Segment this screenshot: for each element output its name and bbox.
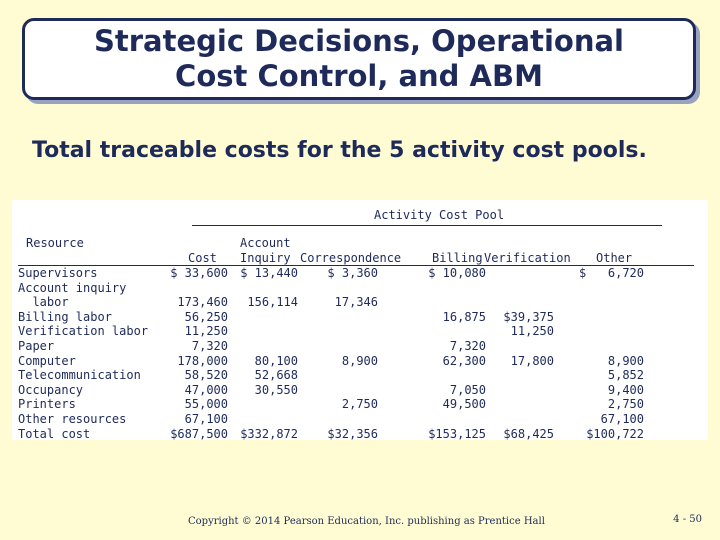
cell-other: $ 6,720 xyxy=(578,266,644,280)
cell-inquiry: 52,668 xyxy=(254,368,298,383)
cell-inquiry: 30,550 xyxy=(254,382,298,397)
resource-header: Resource xyxy=(26,236,84,250)
cell-other: 8,900 xyxy=(607,353,644,368)
account-header-top: Account xyxy=(240,236,291,250)
cell-correspondence: 17,346 xyxy=(334,295,378,310)
row-label: Occupancy xyxy=(18,382,84,397)
cell-cost: $687,500 xyxy=(170,426,228,441)
col-header-correspondence: Correspondence xyxy=(300,251,402,265)
col-header-inquiry: Inquiry xyxy=(240,251,291,265)
col-header-verification: Verification xyxy=(484,251,571,265)
cell-verification: 17,800 xyxy=(510,353,554,368)
cell-cost: 7,320 xyxy=(191,339,228,353)
cell-inquiry: $ 13,440 xyxy=(240,266,298,280)
title-line-2: Cost Control, and ABM xyxy=(175,59,543,93)
cell-billing: 49,500 xyxy=(442,397,486,412)
cell-cost: 56,250 xyxy=(184,309,228,324)
cost-table: Activity Cost Pool Resource Account Cost… xyxy=(12,200,708,441)
row-label: Billing labor xyxy=(18,309,112,324)
cell-other: 5,852 xyxy=(607,368,644,383)
cell-other: 2,750 xyxy=(607,397,644,412)
cell-verification: $39,375 xyxy=(503,309,554,324)
cell-cost: 58,520 xyxy=(184,368,228,383)
cell-billing: 7,050 xyxy=(449,382,486,397)
row-label: Other resources xyxy=(18,412,127,426)
cell-inquiry: 80,100 xyxy=(254,353,298,368)
col-header-cost: Cost xyxy=(188,251,217,265)
cell-inquiry: 156,114 xyxy=(247,295,298,310)
cell-correspondence: 2,750 xyxy=(341,397,378,412)
group-header-rule xyxy=(192,225,662,226)
col-header-other: Other xyxy=(596,251,633,265)
cell-cost: 55,000 xyxy=(184,397,228,412)
row-label: Computer xyxy=(18,353,76,368)
title-line-1: Strategic Decisions, Operational xyxy=(94,24,624,58)
cell-other: $100,722 xyxy=(586,426,644,441)
copyright-footer: Copyright © 2014 Pearson Education, Inc.… xyxy=(188,516,545,527)
row-label: Printers xyxy=(18,397,76,412)
cell-inquiry: $332,872 xyxy=(240,426,298,441)
cell-cost: 67,100 xyxy=(184,412,228,426)
page-number: 4 - 50 xyxy=(673,514,702,525)
cell-cost: $ 33,600 xyxy=(170,266,228,280)
row-label: Paper xyxy=(18,339,55,353)
col-header-billing: Billing xyxy=(432,251,483,265)
cell-cost: 178,000 xyxy=(177,353,228,368)
cell-cost: 11,250 xyxy=(184,324,228,339)
cell-correspondence: $32,356 xyxy=(327,426,378,441)
cell-verification: $68,425 xyxy=(503,426,554,441)
title-box: Strategic Decisions, Operational Cost Co… xyxy=(22,18,696,100)
cell-other: 67,100 xyxy=(600,412,644,426)
row-label: Total cost xyxy=(18,426,91,441)
cell-billing: 62,300 xyxy=(442,353,486,368)
cell-other: 9,400 xyxy=(607,382,644,397)
row-label: labor xyxy=(18,295,69,310)
slide-subtitle: Total traceable costs for the 5 activity… xyxy=(32,138,647,163)
row-label: Account inquiry xyxy=(18,280,127,295)
row-label: Verification labor xyxy=(18,324,149,339)
cell-correspondence: 8,900 xyxy=(341,353,378,368)
row-label: Supervisors xyxy=(18,266,98,280)
cell-cost: 47,000 xyxy=(184,382,228,397)
column-header-rule xyxy=(18,265,694,266)
cell-billing: 16,875 xyxy=(442,309,486,324)
cell-billing: 7,320 xyxy=(449,339,486,353)
cell-verification: 11,250 xyxy=(510,324,554,339)
cell-correspondence: $ 3,360 xyxy=(327,266,378,280)
cell-billing: $ 10,080 xyxy=(428,266,486,280)
cell-billing: $153,125 xyxy=(428,426,486,441)
row-label: Telecommunication xyxy=(18,368,141,383)
group-header: Activity Cost Pool xyxy=(374,208,505,222)
cell-cost: 173,460 xyxy=(177,295,228,310)
